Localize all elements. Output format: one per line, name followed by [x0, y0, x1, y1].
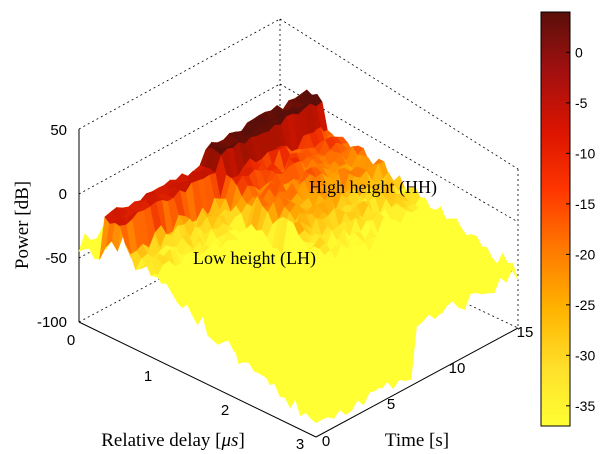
colorbar-tick-label: -5: [575, 95, 588, 111]
colorbar-ticks: 0 -5 -10 -15 -20 -25 -30 -35: [566, 44, 595, 414]
surface-patch: [310, 411, 323, 423]
y-tick-label: 5: [387, 396, 395, 413]
annotation-low-height: Low height (LH): [193, 248, 316, 269]
colorbar-tick-label: 0: [575, 44, 583, 60]
y-axis-label: Time [s]: [385, 430, 449, 451]
colorbar-tick-label: -35: [575, 398, 595, 414]
x-axis: 0 1 2 3 Relative delay [μs]: [67, 332, 304, 453]
colorbar-tick-label: -15: [575, 196, 595, 212]
colorbar: 0 -5 -10 -15 -20 -25 -30 -35: [540, 11, 595, 427]
z-axis-label: Power [dB]: [12, 181, 33, 269]
x-tick-label: 2: [221, 402, 229, 419]
axes-solid-edges: [78, 129, 519, 438]
x-tick-label: 1: [144, 368, 152, 385]
colorbar-tick-label: -20: [575, 246, 595, 262]
grid-line: [78, 18, 281, 130]
annotation-high-height: High height (HH): [309, 177, 437, 198]
grid-line: [279, 18, 519, 170]
x-tick-label: 3: [296, 436, 304, 453]
colorbar-tick-label: -25: [575, 297, 595, 313]
z-tick-label: -50: [45, 250, 67, 267]
x-tick-label: 0: [67, 332, 75, 349]
y-tick-label: 15: [517, 324, 534, 341]
colorbar-tick-label: -10: [575, 145, 595, 161]
z-tick-label: 0: [59, 186, 67, 203]
colorbar-tick-label: -30: [575, 347, 595, 363]
y-axis: 0 5 10 15 Time [s]: [322, 324, 534, 451]
z-tick-label: -100: [37, 314, 67, 331]
y-tick-label: 10: [449, 360, 466, 377]
y-tick-label: 0: [322, 433, 330, 450]
power-surface: [78, 89, 519, 423]
z-axis: 50 0 -50 -100 Power [dB]: [12, 122, 67, 331]
grid-line: [78, 83, 281, 195]
x-axis-label: Relative delay [μs]: [101, 430, 245, 451]
z-tick-label: 50: [50, 122, 67, 139]
colorbar-gradient: [540, 11, 571, 427]
